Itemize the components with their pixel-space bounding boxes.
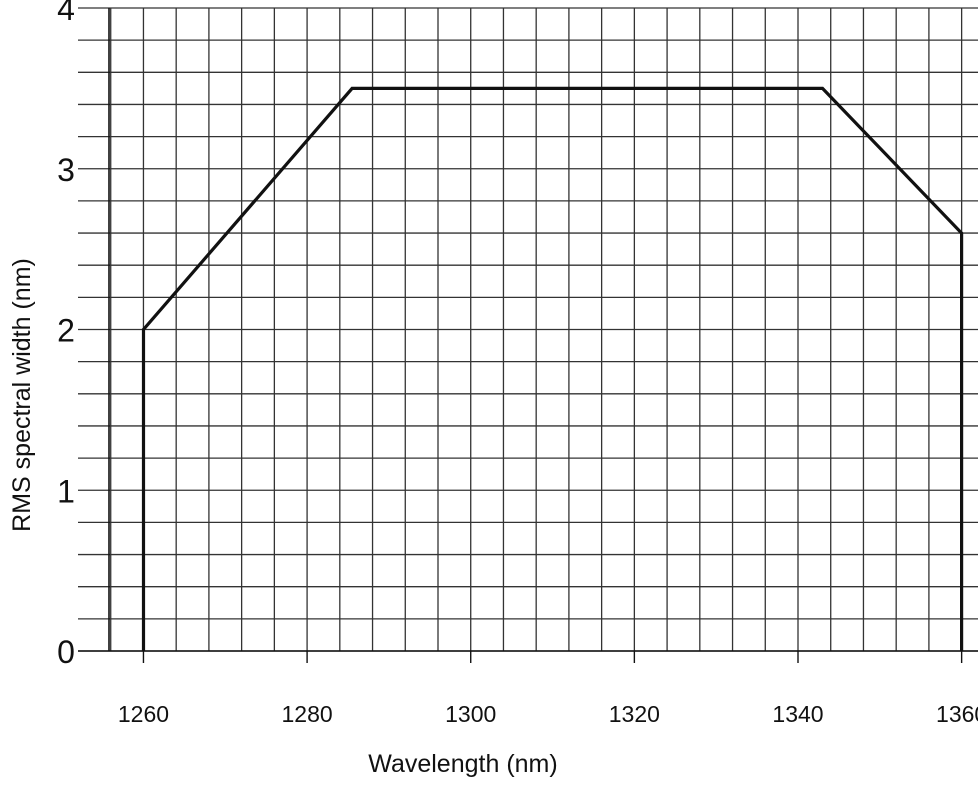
x-axis-title: Wavelength (nm) xyxy=(368,750,557,778)
y-tick-label: 1 xyxy=(57,473,75,509)
series-line-0 xyxy=(141,86,964,651)
y-tick-label: 2 xyxy=(57,313,75,349)
x-tick-label: 1340 xyxy=(772,701,823,727)
grid xyxy=(78,7,978,652)
x-tick-label: 1300 xyxy=(445,701,496,727)
y-tick-label: 4 xyxy=(57,0,75,27)
x-tick-label: 1320 xyxy=(609,701,660,727)
y-tick-label: 0 xyxy=(57,634,75,670)
series-layer xyxy=(141,86,964,651)
y-tick-label: 3 xyxy=(57,152,75,188)
axes xyxy=(78,8,978,652)
x-tick-label: 1260 xyxy=(118,701,169,727)
y-axis-title: RMS spectral width (nm) xyxy=(8,258,36,532)
x-tick-label: 1280 xyxy=(282,701,333,727)
